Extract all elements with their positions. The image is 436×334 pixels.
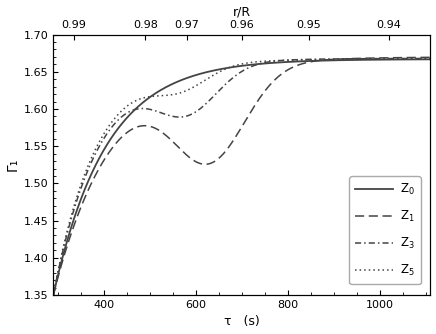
- Z$_3$: [114, 119, 119, 123]
- Line: Z$_0$: Z$_0$: [53, 59, 430, 295]
- Z$_5$: [214, 71, 219, 75]
- Z$_1$: [257, 97, 262, 101]
- X-axis label: r/R: r/R: [233, 6, 251, 19]
- Z$_1$: [249, 109, 254, 113]
- Z$_0$: [101, 149, 106, 153]
- Z$_5$: [101, 133, 106, 137]
- Z$_3$: [249, 64, 254, 68]
- Z$_5$: [178, 91, 183, 95]
- X-axis label: τ   (s): τ (s): [224, 315, 260, 328]
- Z$_0$: [257, 62, 262, 66]
- Z$_3$: [257, 62, 262, 66]
- Z$_0$: [51, 293, 56, 297]
- Z$_1$: [51, 293, 56, 297]
- Z$_3$: [51, 293, 56, 297]
- Z$_5$: [257, 59, 262, 63]
- Z$_0$: [114, 128, 119, 132]
- Z$_1$: [428, 55, 433, 59]
- Z$_1$: [178, 147, 183, 151]
- Line: Z$_1$: Z$_1$: [53, 57, 430, 295]
- Z$_1$: [101, 159, 106, 163]
- Z$_3$: [428, 56, 433, 60]
- Z$_5$: [428, 57, 433, 61]
- Z$_5$: [51, 293, 56, 297]
- Z$_0$: [214, 68, 219, 72]
- Legend: Z$_0$, Z$_1$, Z$_3$, Z$_5$: Z$_0$, Z$_1$, Z$_3$, Z$_5$: [349, 176, 421, 284]
- Z$_3$: [101, 137, 106, 141]
- Line: Z$_3$: Z$_3$: [53, 58, 430, 295]
- Z$_0$: [428, 57, 433, 61]
- Y-axis label: Γ₁: Γ₁: [6, 158, 20, 171]
- Z$_5$: [114, 114, 119, 118]
- Z$_3$: [178, 115, 183, 119]
- Z$_0$: [178, 78, 183, 82]
- Line: Z$_5$: Z$_5$: [53, 59, 430, 295]
- Z$_1$: [114, 140, 119, 144]
- Z$_1$: [214, 158, 219, 162]
- Z$_3$: [214, 91, 219, 95]
- Z$_5$: [249, 60, 254, 64]
- Z$_0$: [249, 63, 254, 67]
